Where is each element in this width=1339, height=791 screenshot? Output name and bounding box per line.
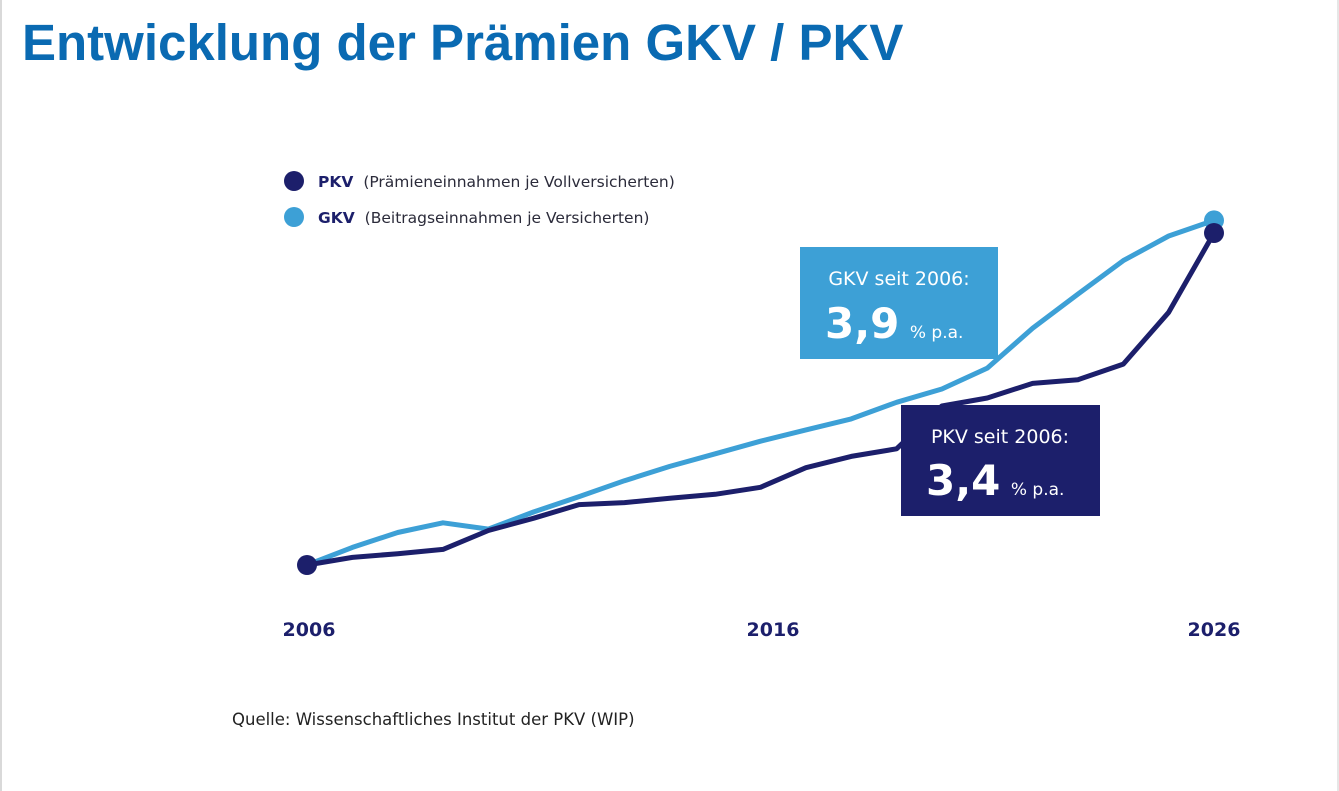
series-line-pkv xyxy=(304,230,1217,568)
legend-marker-gkv xyxy=(284,207,304,227)
start-marker-2006 xyxy=(297,555,317,575)
legend-marker-pkv xyxy=(284,171,304,191)
endpoint-marker-pkv xyxy=(1204,223,1224,243)
legend-name-gkv: GKV xyxy=(318,209,355,227)
series-lines xyxy=(304,217,1217,568)
gkv-callout-box xyxy=(800,247,998,359)
x-tick-label-2016: 2016 xyxy=(747,619,800,641)
legend-entry-pkv: PKV (Prämieneinnahmen je Vollversicherte… xyxy=(318,173,675,191)
legend: PKV (Prämieneinnahmen je Vollversicherte… xyxy=(284,171,675,227)
legend-entry-gkv: GKV (Beitragseinnahmen je Versicherten) xyxy=(318,209,649,227)
x-tick-label-2026: 2026 xyxy=(1188,619,1241,641)
left-frame-border xyxy=(0,0,2,791)
source-note: Quelle: Wissenschaftliches Institut der … xyxy=(232,710,635,729)
page-title: Entwicklung der Prämien GKV / PKV xyxy=(22,14,904,71)
x-axis: 2006 2016 2026 xyxy=(283,619,1241,641)
right-frame-border xyxy=(1337,0,1339,791)
pkv-growth-callout: PKV seit 2006: 3,4 % p.a. xyxy=(901,405,1100,516)
pkv-callout-caption: PKV seit 2006: xyxy=(931,426,1069,448)
pkv-callout-rate: 3,4 % p.a. xyxy=(926,456,1064,505)
pkv-callout-value: 3,4 xyxy=(926,456,1000,505)
series-line-gkv xyxy=(304,217,1217,568)
legend-name-pkv: PKV xyxy=(318,173,353,191)
gkv-callout-rate: 3,9 % p.a. xyxy=(825,299,963,348)
gkv-callout-unit: % p.a. xyxy=(910,323,964,343)
x-tick-label-2006: 2006 xyxy=(283,619,336,641)
gkv-callout-caption: GKV seit 2006: xyxy=(828,268,969,290)
pkv-callout-box xyxy=(901,405,1100,516)
pkv-callout-unit: % p.a. xyxy=(1011,480,1065,500)
gkv-growth-callout: GKV seit 2006: 3,9 % p.a. xyxy=(800,247,998,359)
gkv-callout-value: 3,9 xyxy=(825,299,899,348)
legend-detail-pkv: (Prämieneinnahmen je Vollversicherten) xyxy=(363,173,674,191)
legend-detail-gkv: (Beitragseinnahmen je Versicherten) xyxy=(365,209,650,227)
endpoint-markers xyxy=(297,210,1224,575)
